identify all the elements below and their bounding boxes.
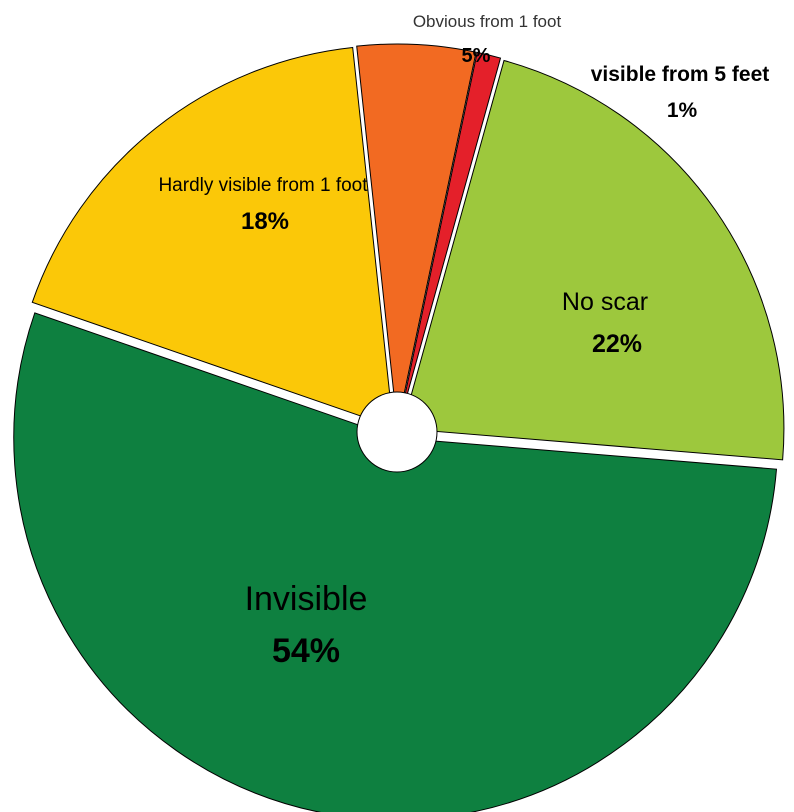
- slice-label-no-scar: No scar: [562, 288, 648, 316]
- slice-value-invisible: 54%: [272, 632, 340, 670]
- pie-slice-no-scar: [401, 59, 785, 461]
- slice-label-invisible: Invisible: [245, 580, 368, 618]
- slice-label-hardly-visible: Hardly visible from 1 foot: [158, 175, 368, 196]
- slice-value-hardly-visible: 18%: [241, 208, 289, 235]
- center-hole: [356, 391, 438, 473]
- pie-slices: [13, 43, 785, 812]
- slice-label-visible-5-feet: visible from 5 feet: [591, 63, 770, 86]
- slice-value-obvious: 5%: [462, 45, 491, 67]
- slice-value-visible-5-feet: 1%: [667, 99, 698, 122]
- pie-slice-visible-from-5-feet: [397, 51, 502, 427]
- pie-slice-hardly-visible-from-1-foot: [31, 46, 394, 429]
- pie-slice-obvious-from-1-foot: [356, 43, 477, 427]
- slice-label-obvious: Obvious from 1 foot: [413, 12, 562, 31]
- slice-value-no-scar: 22%: [592, 330, 642, 358]
